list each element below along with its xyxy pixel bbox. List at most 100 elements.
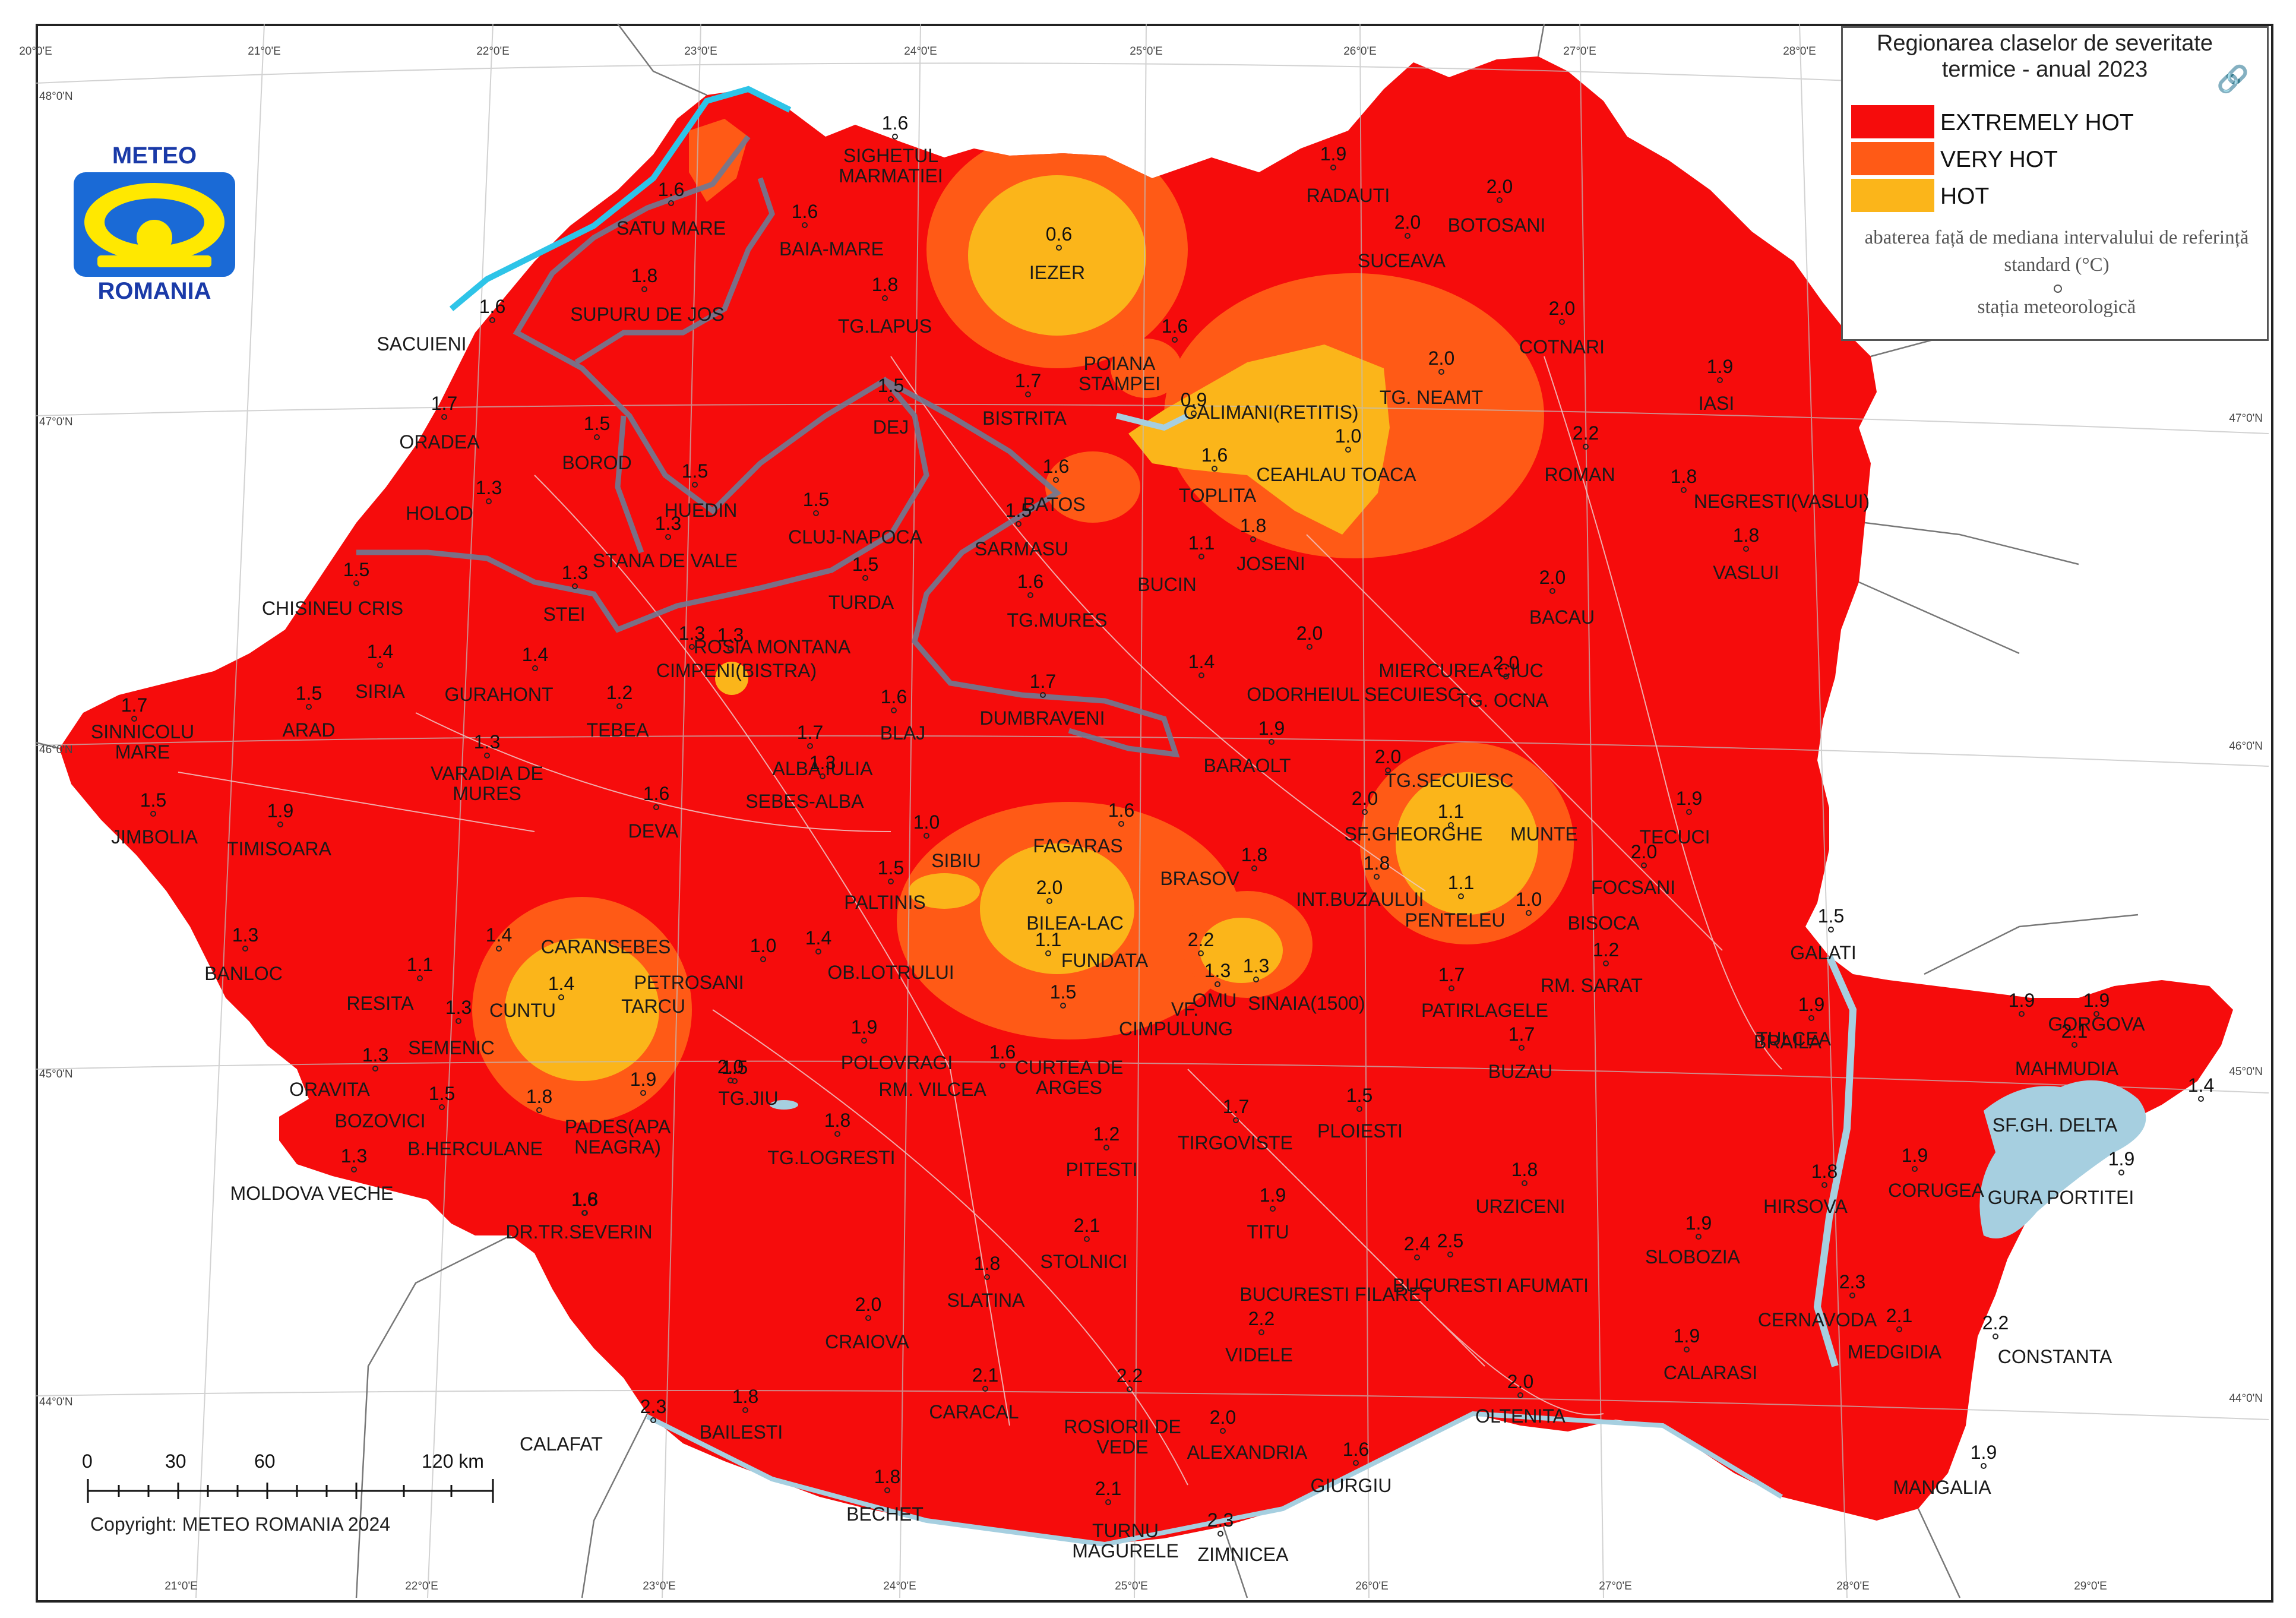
deviation-value: 1.3	[717, 624, 744, 646]
station-dot	[665, 534, 671, 540]
deviation-value: 2.2	[1248, 1308, 1274, 1329]
station-dot	[1828, 927, 1834, 933]
station-name: POIANA STAMPEI	[1079, 353, 1160, 394]
station-name: BUZAU	[1488, 1061, 1552, 1082]
station-name: FOCSANI	[1591, 877, 1675, 898]
station-name: COTNARI	[1519, 336, 1605, 358]
station-dot	[1016, 521, 1022, 527]
station-name: TIRGOVISTE	[1178, 1132, 1293, 1154]
deviation-value: 1.1	[1035, 929, 1061, 950]
station-name: ORAVITA	[289, 1079, 370, 1100]
station-dot	[650, 1417, 656, 1423]
lon-label: 27°0'E	[1563, 45, 1596, 58]
water-bodies	[449, 86, 2146, 1547]
station-name: MAHMUDIA	[2015, 1058, 2119, 1079]
deviation-value: 1.1	[407, 954, 433, 975]
station-dot	[1258, 1329, 1264, 1335]
station-dot	[865, 1315, 871, 1321]
deviation-value: 2.0	[1036, 877, 1062, 898]
deviation-value: 1.5	[1818, 905, 1844, 927]
station-name: CHISINEU CRIS	[262, 598, 403, 619]
lat-label: 45°0'N	[39, 1068, 73, 1080]
deviation-value: 2.0	[1539, 567, 1566, 588]
deviation-value: 1.9	[2108, 1148, 2134, 1170]
station-dot	[1993, 1333, 1998, 1339]
station-dot	[1025, 391, 1031, 397]
station-name: JIMBOLIA	[111, 826, 198, 848]
station-name: GORGOVA	[2048, 1013, 2146, 1035]
deviation-value: 1.9	[1798, 994, 1824, 1015]
station-dot	[439, 1104, 445, 1110]
legend-swatch	[1851, 142, 1934, 175]
deviation-value: 1.8	[1811, 1161, 1838, 1182]
station-dot	[1084, 1236, 1090, 1242]
neighbour-borders	[35, 23, 2139, 1598]
station-name: CEAHLAU TOACA	[1256, 464, 1416, 485]
station-dot	[653, 804, 659, 810]
link-icon[interactable]: 🔗	[2216, 65, 2249, 94]
deviation-value: 2.0	[1507, 1371, 1533, 1392]
station-name: SUPURU DE JOS	[570, 304, 725, 325]
station-name: BARAOLT	[1204, 755, 1291, 776]
station-dot	[807, 743, 813, 749]
station-name: FAGARAS	[1033, 835, 1122, 857]
deviation-value: 1.9	[1260, 1184, 1286, 1206]
station-name: VARADIA DE MURES	[431, 763, 543, 804]
copyright-text: Copyright: METEO ROMANIA 2024	[90, 1513, 391, 1535]
deviation-value: 1.8	[732, 1386, 758, 1407]
station-name: BILEA-LAC	[1026, 912, 1124, 934]
station-dot	[1040, 692, 1046, 698]
station-dot	[242, 946, 248, 952]
station-name: PENTELEU	[1405, 909, 1506, 931]
lon-label: 23°0'E	[643, 1580, 676, 1592]
deviation-value: 1.4	[486, 924, 512, 946]
station-name: SF.GH. DELTA	[1993, 1114, 2118, 1136]
station-name: ARAD	[283, 719, 336, 741]
station-name: ROSIA MONTANA	[694, 636, 851, 658]
deviation-value: 1.8	[572, 1189, 598, 1210]
deviation-value: 1.7	[1030, 671, 1056, 692]
deviation-value: 1.7	[1508, 1023, 1535, 1045]
legend-station-label: stația meteorologică	[1977, 296, 2136, 318]
deviation-value: 2.1	[2061, 1020, 2088, 1042]
station-dot	[834, 1131, 840, 1137]
lon-label: 25°0'E	[1130, 45, 1163, 58]
station-dot	[728, 646, 733, 652]
station-dot	[1269, 739, 1274, 745]
deviation-value: 1.5	[878, 857, 904, 878]
station-name: CRAIOVA	[825, 1331, 909, 1352]
station-name: SINNICOLU MARE	[91, 721, 194, 763]
station-dot	[1686, 809, 1692, 815]
station-name: CORUGEA	[1888, 1180, 1984, 1201]
station-dot	[862, 575, 868, 581]
station-name: OB.LOTRULUI	[827, 962, 954, 983]
deviation-value: 2.0	[1394, 211, 1421, 233]
deviation-value: 1.4	[367, 641, 393, 662]
deviation-value: 1.9	[1707, 356, 1733, 377]
station-name: TG.MURES	[1007, 609, 1108, 631]
station-dot	[1330, 165, 1336, 170]
station-dot	[1681, 487, 1687, 493]
deviation-value: 1.5	[878, 375, 904, 396]
station-dot	[1696, 1234, 1702, 1240]
deviation-value: 2.2	[1188, 929, 1214, 950]
station-name: MOLDOVA VECHE	[230, 1183, 393, 1204]
station-dot	[1307, 644, 1313, 650]
station-name: DR.TR.SEVERIN	[505, 1221, 652, 1243]
station-name: PADES(APA NEAGRA)	[565, 1116, 671, 1158]
legend-item-extremely-hot: EXTREMELY HOT	[1851, 105, 2261, 138]
deviation-value: 1.9	[1674, 1325, 1700, 1347]
station-name: PATIRLAGELE	[1421, 1000, 1548, 1021]
station-dot	[1559, 319, 1565, 325]
station-name: SF.GHEORGHE	[1345, 823, 1483, 845]
station-dot	[742, 1407, 748, 1413]
deviation-value: 1.6	[1162, 315, 1188, 337]
deviation-value: 1.8	[526, 1086, 552, 1107]
deviation-value: 1.3	[655, 513, 681, 534]
extremely-hot-zone	[59, 56, 2233, 1544]
station-name: CALARASI	[1664, 1362, 1757, 1383]
station-dot	[1356, 1106, 1362, 1112]
deviation-value: 2.0	[1210, 1407, 1236, 1428]
lon-label: 20°0'E	[19, 45, 52, 58]
station-name: SACUIENI	[377, 333, 466, 355]
